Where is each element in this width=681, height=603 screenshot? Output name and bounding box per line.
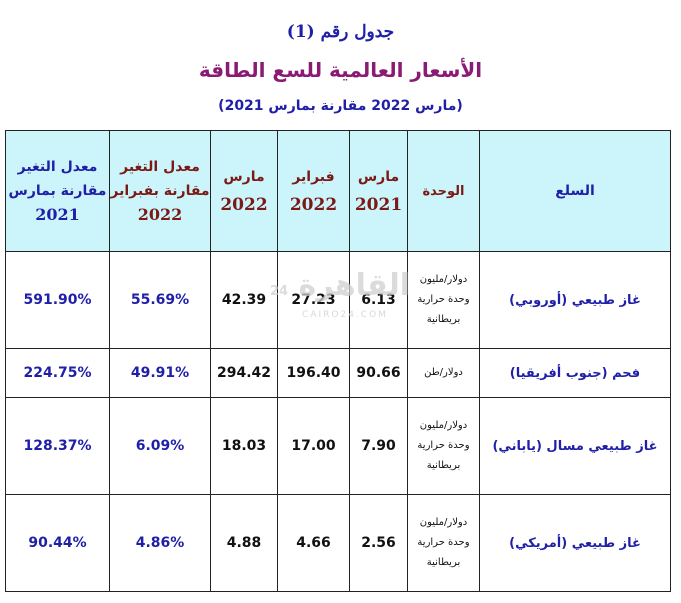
cell-rate-vs-february: 4.86% — [109, 494, 211, 592]
cell-rate-vs-march: 128.37% — [5, 397, 110, 495]
cell-march-2021: 6.13 — [349, 251, 408, 349]
cell-unit: دولار/مليون وحدة حرارية بريطانية — [407, 494, 480, 592]
cell-rate-vs-february: 6.09% — [109, 397, 211, 495]
cell-march-2021: 2.56 — [349, 494, 408, 592]
cell-february-2022: 27.23 — [277, 251, 350, 349]
header-march-2022: مارس 2022 — [210, 130, 278, 252]
cell-march-2021: 7.90 — [349, 397, 408, 495]
cell-unit: دولار/مليون وحدة حرارية بريطانية — [407, 251, 480, 349]
cell-rate-vs-march: 90.44% — [5, 494, 110, 592]
cell-march-2021: 90.66 — [349, 348, 408, 398]
cell-march-2022: 42.39 — [210, 251, 278, 349]
cell-unit: دولار/طن — [407, 348, 480, 398]
cell-february-2022: 17.00 — [277, 397, 350, 495]
page-title: الأسعار العالمية للسع الطاقة — [198, 58, 483, 82]
header-unit: الوحدة — [407, 130, 480, 252]
cell-goods: غاز طبيعي مسال (ياباني) — [479, 397, 671, 495]
cell-february-2022: 196.40 — [277, 348, 350, 398]
page-subtitle: (مارس 2022 مقارنة بمارس 2021) — [218, 98, 463, 114]
cell-march-2022: 18.03 — [210, 397, 278, 495]
cell-rate-vs-february: 49.91% — [109, 348, 211, 398]
prices-table: معدل التغير مقارنة بمارس 2021 معدل التغي… — [5, 130, 671, 592]
table-row: 224.75% 49.91% 294.42 196.40 90.66 دولار… — [5, 348, 671, 398]
header-rate-vs-february: معدل التغير مقارنة بفبراير 2022 — [109, 130, 211, 252]
header-february-2022: فبراير 2022 — [277, 130, 350, 252]
cell-goods: غاز طبيعي (أمريكي) — [479, 494, 671, 592]
header-goods: السلع — [479, 130, 671, 252]
cell-unit: دولار/مليون وحدة حرارية بريطانية — [407, 397, 480, 495]
cell-goods: فحم (جنوب أفريقيا) — [479, 348, 671, 398]
header-rate-vs-march: معدل التغير مقارنة بمارس 2021 — [5, 130, 110, 252]
cell-march-2022: 294.42 — [210, 348, 278, 398]
table-number-title: جدول رقم (1) — [286, 22, 395, 42]
cell-rate-vs-february: 55.69% — [109, 251, 211, 349]
cell-rate-vs-march: 591.90% — [5, 251, 110, 349]
cell-goods: غاز طبيعي (أوروبي) — [479, 251, 671, 349]
cell-march-2022: 4.88 — [210, 494, 278, 592]
table-row: 591.90% 55.69% 42.39 27.23 6.13 دولار/مل… — [5, 251, 671, 349]
cell-february-2022: 4.66 — [277, 494, 350, 592]
header-row: معدل التغير مقارنة بمارس 2021 معدل التغي… — [5, 130, 671, 252]
table-row: 90.44% 4.86% 4.88 4.66 2.56 دولار/مليون … — [5, 494, 671, 592]
watermark-subtext: CAIRO24.COM — [302, 310, 388, 320]
cell-rate-vs-march: 224.75% — [5, 348, 110, 398]
header-march-2021: مارس 2021 — [349, 130, 408, 252]
table-row: 128.37% 6.09% 18.03 17.00 7.90 دولار/ملي… — [5, 397, 671, 495]
